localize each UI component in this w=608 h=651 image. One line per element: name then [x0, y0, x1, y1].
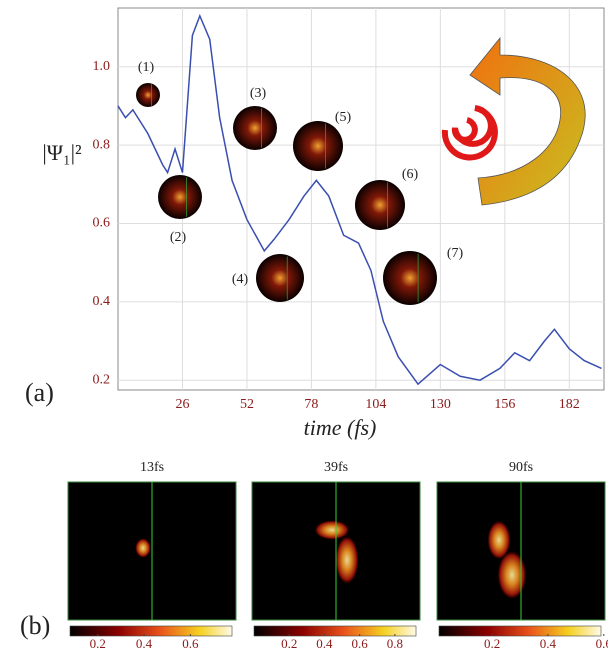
panel-title: 90fs: [509, 460, 533, 475]
colorbar-tick-label: 0.4: [316, 636, 333, 651]
wavepacket-inset: [355, 180, 405, 230]
wavepacket-inset: [158, 175, 202, 219]
x-tick-label: 156: [494, 397, 515, 412]
colorbar-tick-label: 0.4: [540, 636, 557, 651]
x-tick-label: 78: [304, 397, 318, 412]
panel-label: (a): [25, 378, 54, 407]
colorbar-tick-label: 0.6: [182, 636, 199, 651]
density-blob: [497, 550, 527, 600]
y-tick-label: 0.2: [93, 372, 111, 387]
wavepacket-inset: [233, 106, 277, 150]
annotation: (2): [170, 230, 187, 245]
annotation: (6): [402, 167, 419, 182]
density-blob: [135, 538, 151, 558]
panel-title: 13fs: [140, 460, 164, 475]
annotation: (4): [232, 272, 249, 287]
annotation: (5): [335, 110, 352, 125]
wavepacket-inset: [383, 251, 437, 305]
data-line: [117, 13, 602, 386]
x-tick-label: 26: [175, 397, 189, 412]
y-tick-label: 0.8: [93, 137, 111, 152]
density-blob: [314, 520, 350, 540]
colorbar: [438, 625, 602, 637]
spiral-icon: [441, 105, 498, 161]
colorbar-tick-label: 0.8: [387, 636, 403, 651]
colorbar-tick-label: 0.2: [484, 636, 500, 651]
x-tick-label: 182: [559, 397, 580, 412]
colorbar: [69, 625, 233, 637]
x-tick-label: 52: [240, 397, 254, 412]
plot-frame: [117, 7, 605, 391]
wavepacket-inset: [136, 83, 160, 107]
colorbar-tick-label: 0.4: [136, 636, 153, 651]
colorbar-tick-label: 0.2: [90, 636, 106, 651]
y-tick-label: 0.6: [93, 216, 111, 231]
annotation: (1): [138, 60, 155, 75]
colorbar-tick-label: 0.2: [281, 636, 297, 651]
wavepacket-inset: [293, 121, 343, 171]
density-blob: [335, 535, 359, 585]
y-axis-label: |Ψ₁|²: [42, 140, 82, 165]
x-tick-label: 104: [365, 397, 386, 412]
y-tick-label: 1.0: [93, 59, 111, 74]
annotation: (3): [250, 86, 267, 101]
colorbar: [253, 625, 417, 637]
annotation: (7): [447, 246, 464, 261]
panel-label: (b): [20, 611, 50, 640]
x-tick-label: 130: [430, 397, 451, 412]
panel-title: 39fs: [324, 460, 348, 475]
wavepacket-inset: [256, 254, 304, 302]
y-tick-label: 0.4: [93, 294, 111, 309]
colorbar-tick-label: 0.6: [596, 636, 608, 651]
colorbar-tick-label: 0.6: [352, 636, 369, 651]
x-axis-label: time (fs): [304, 415, 377, 440]
rotation-arrow: [469, 36, 586, 206]
density-blob: [487, 520, 511, 560]
